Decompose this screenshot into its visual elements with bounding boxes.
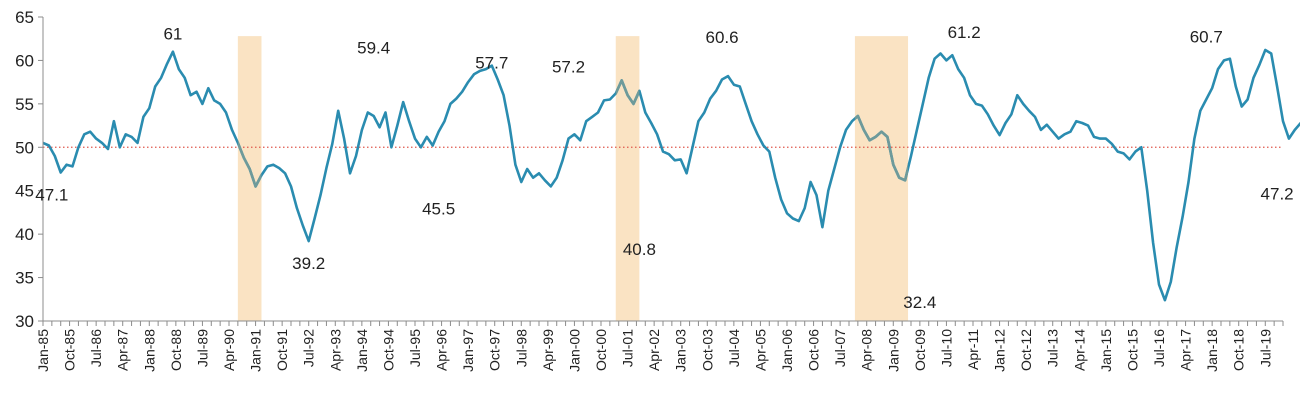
x-tick-label: Apr-99 <box>540 329 556 371</box>
x-tick-label: Oct-18 <box>1231 329 1247 371</box>
data-label: 47.1 <box>35 185 68 204</box>
x-tick-label: Jul-86 <box>88 329 104 367</box>
recession-band <box>615 36 640 321</box>
x-tick-label: Oct-03 <box>699 329 715 371</box>
x-tick-label: Oct-85 <box>62 329 78 371</box>
axes <box>38 16 1284 326</box>
data-label: 39.2 <box>292 254 325 273</box>
x-tick-label: Apr-08 <box>859 329 875 371</box>
x-tick-label: Oct-15 <box>1124 329 1140 371</box>
x-tick-label: Jul-01 <box>620 329 636 367</box>
x-tick-label: Apr-96 <box>434 329 450 371</box>
x-tick-label: Jul-95 <box>407 329 423 367</box>
data-label: 32.4 <box>903 293 936 312</box>
x-tick-label: Jul-98 <box>513 329 529 367</box>
x-tick-label: Jul-13 <box>1045 329 1061 367</box>
x-tick-label: Apr-17 <box>1178 329 1194 371</box>
x-tick-label: Apr-90 <box>221 329 237 371</box>
series-line-path <box>42 48 1300 302</box>
data-label: 47.2 <box>1261 185 1294 204</box>
x-tick-label: Apr-87 <box>115 329 131 371</box>
series-line <box>42 48 1300 302</box>
data-label: 57.7 <box>475 53 508 72</box>
x-tick-label: Jul-10 <box>938 329 954 367</box>
data-label: 59.4 <box>357 39 390 58</box>
x-tick-label: Oct-88 <box>168 329 184 371</box>
data-label: 57.2 <box>552 58 585 77</box>
x-tick-label: Oct-91 <box>274 329 290 371</box>
x-tick-label: Jan-18 <box>1204 329 1220 372</box>
x-tick-label: Jul-16 <box>1151 329 1167 367</box>
x-tick-label: Jan-12 <box>992 329 1008 372</box>
data-labels: 47.1 61 39.2 59.4 45.5 57.7 57.2 40.8 60.6 32.4 61… <box>35 23 1293 312</box>
x-tick-label: Jan-03 <box>673 329 689 372</box>
x-tick-label: Jan-09 <box>885 329 901 372</box>
series-line-recession-segment <box>237 139 262 188</box>
x-tick-labels: Jan-85 Oct-85 Jul-86 Apr-87 Jan-88 Oct-88 Jul-… <box>35 329 1273 372</box>
x-tick-label: Jan-91 <box>248 329 264 372</box>
data-label: 61 <box>163 25 182 44</box>
x-tick-label: Apr-05 <box>752 329 768 371</box>
x-tick-label: Jan-15 <box>1098 329 1114 372</box>
x-tick-label: Jul-04 <box>726 329 742 367</box>
data-label: 60.7 <box>1190 27 1223 46</box>
y-tick-label: 60 <box>15 51 34 70</box>
data-label: 40.8 <box>623 240 656 259</box>
x-tick-label: Jan-85 <box>35 329 51 372</box>
x-tick-label: Oct-12 <box>1018 329 1034 371</box>
series-line-recession-segment <box>854 114 909 182</box>
x-tick-label: Jul-92 <box>301 329 317 367</box>
x-tick-label: Jan-06 <box>779 329 795 372</box>
recession-band <box>237 36 262 321</box>
x-tick-label: Jan-88 <box>141 329 157 372</box>
x-tick-label: Jul-07 <box>832 329 848 367</box>
x-tick-label: Apr-11 <box>965 329 981 370</box>
y-tick-label: 35 <box>15 269 34 288</box>
data-label: 61.2 <box>948 23 981 42</box>
x-tick-label: Jul-89 <box>194 329 210 367</box>
y-tick-label: 65 <box>15 8 34 27</box>
x-tick-label: Apr-14 <box>1071 329 1087 371</box>
data-label: 45.5 <box>422 199 455 218</box>
x-tick-label: Oct-97 <box>487 329 503 371</box>
x-tick-label: Apr-93 <box>327 329 343 371</box>
x-tick-label: Oct-94 <box>380 329 396 371</box>
recession-bands <box>237 36 909 321</box>
x-tick-label: Jan-97 <box>460 329 476 372</box>
x-tick-label: Jul-19 <box>1257 329 1273 367</box>
data-label: 60.6 <box>706 28 739 47</box>
series-line-recession-segment <box>615 79 640 106</box>
y-tick-label: 55 <box>15 95 34 114</box>
y-tick-label: 30 <box>15 312 34 331</box>
x-tick-label: Oct-06 <box>806 329 822 371</box>
y-tick-label: 50 <box>15 138 34 157</box>
x-tick-label: Jan-94 <box>354 329 370 372</box>
x-tick-label: Apr-02 <box>646 329 662 371</box>
x-tick-label: Oct-09 <box>912 329 928 371</box>
y-tick-label: 40 <box>15 225 34 244</box>
x-tick-label: Jan-00 <box>566 329 582 372</box>
y-tick-labels: 30 35 40 45 50 55 60 65 <box>15 8 34 331</box>
y-tick-label: 45 <box>15 182 34 201</box>
x-tick-label: Oct-00 <box>593 329 609 371</box>
